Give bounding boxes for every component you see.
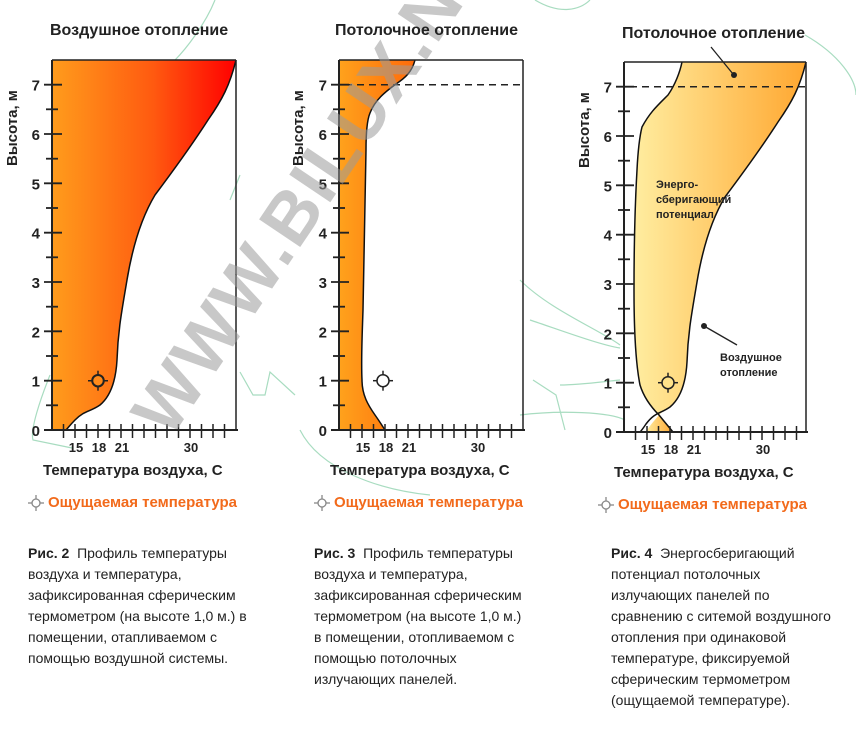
svg-text:5: 5 <box>32 176 40 193</box>
chart-3-ylabel: Высота, м <box>576 92 593 168</box>
caption-fig-label: Рис. 3 <box>314 545 356 561</box>
chart-2-title: Потолочное отопление <box>335 22 518 39</box>
svg-text:30: 30 <box>471 440 485 455</box>
perceived-temperature-icon <box>314 494 330 511</box>
svg-text:3: 3 <box>32 275 40 292</box>
perceived-temperature-icon <box>28 494 44 511</box>
chart-ceiling-heating: 0 1 2 3 4 5 6 7 15 18 21 30 <box>319 59 525 455</box>
caption-fig-label: Рис. 4 <box>611 545 653 561</box>
svg-text:4: 4 <box>319 226 328 243</box>
chart-air-heating: 0 1 2 3 4 5 6 7 15 18 21 30 <box>32 59 238 455</box>
svg-text:5: 5 <box>319 176 327 193</box>
svg-text:0: 0 <box>319 423 327 440</box>
svg-text:18: 18 <box>664 442 678 457</box>
svg-text:6: 6 <box>319 127 327 144</box>
svg-text:4: 4 <box>604 228 613 245</box>
svg-text:4: 4 <box>32 226 41 243</box>
energy-annot-1: Энерго- <box>656 179 698 191</box>
svg-text:21: 21 <box>687 442 701 457</box>
svg-text:1: 1 <box>319 374 327 391</box>
chart-3-legend: Ощущаемая температура <box>598 496 807 513</box>
chart-2-legend: Ощущаемая температура <box>314 494 523 511</box>
svg-text:2: 2 <box>604 326 612 343</box>
chart-energy-saving: 0 1 2 3 4 5 6 7 15 18 21 30 <box>604 46 808 457</box>
perceived-temperature-marker <box>373 370 393 391</box>
ytick-0: 0 <box>32 423 40 440</box>
chart-1-ylabel: Высота, м <box>4 90 21 166</box>
svg-text:0: 0 <box>604 425 612 442</box>
chart-1-title: Воздушное отопление <box>50 22 229 39</box>
svg-text:2: 2 <box>32 324 40 341</box>
air-profile-area <box>52 60 236 430</box>
svg-text:30: 30 <box>756 442 770 457</box>
air-heating-curve <box>639 61 807 433</box>
chart-1-xlabel: Температура воздуха, С <box>43 462 223 479</box>
chart-3-title: Потолочное отопление <box>622 25 805 42</box>
svg-text:15: 15 <box>356 440 370 455</box>
svg-text:7: 7 <box>32 78 40 95</box>
caption-fig-4: Рис. 4 Энергосберигающий потенциал потол… <box>611 545 831 708</box>
svg-text:18: 18 <box>92 440 106 455</box>
caption-fig-2: Рис. 2 Профиль температуры воздуха и тем… <box>28 545 247 666</box>
chart-2-ylabel: Высота, м <box>290 90 307 166</box>
svg-text:5: 5 <box>604 178 612 195</box>
caption-fig-3: Рис. 3 Профиль температуры воздуха и тем… <box>314 545 522 687</box>
svg-text:2: 2 <box>319 324 327 341</box>
ceiling-heating-curve <box>633 61 683 433</box>
svg-text:6: 6 <box>604 129 612 146</box>
svg-text:3: 3 <box>604 277 612 294</box>
svg-text:7: 7 <box>319 78 327 95</box>
svg-text:15: 15 <box>641 442 655 457</box>
svg-text:18: 18 <box>379 440 393 455</box>
svg-text:15: 15 <box>69 440 83 455</box>
energy-saving-area <box>634 62 806 415</box>
svg-text:21: 21 <box>115 440 129 455</box>
perceived-temperature-marker <box>658 372 678 393</box>
perceived-temperature-icon <box>598 496 614 513</box>
legend-label: Ощущаемая температура <box>48 494 238 511</box>
ceiling-profile-area <box>339 60 415 430</box>
chart-3-xlabel: Температура воздуха, С <box>614 464 794 481</box>
svg-text:1: 1 <box>604 376 612 393</box>
energy-annot-2: сберигающий <box>656 194 731 206</box>
air-annot-2: отопление <box>720 367 778 379</box>
svg-text:30: 30 <box>184 440 198 455</box>
caption-fig-label: Рис. 2 <box>28 545 70 561</box>
chart-2-xlabel: Температура воздуха, С <box>330 462 510 479</box>
chart-1-legend: Ощущаемая температура <box>28 494 237 511</box>
svg-text:7: 7 <box>604 80 612 97</box>
svg-text:6: 6 <box>32 127 40 144</box>
air-annot-1: Воздушное <box>720 352 782 364</box>
svg-text:1: 1 <box>32 374 40 391</box>
legend-label: Ощущаемая температура <box>334 494 524 511</box>
svg-text:3: 3 <box>319 275 327 292</box>
energy-annot-3: потенциал <box>656 209 714 221</box>
legend-label: Ощущаемая температура <box>618 496 808 513</box>
svg-text:21: 21 <box>402 440 416 455</box>
